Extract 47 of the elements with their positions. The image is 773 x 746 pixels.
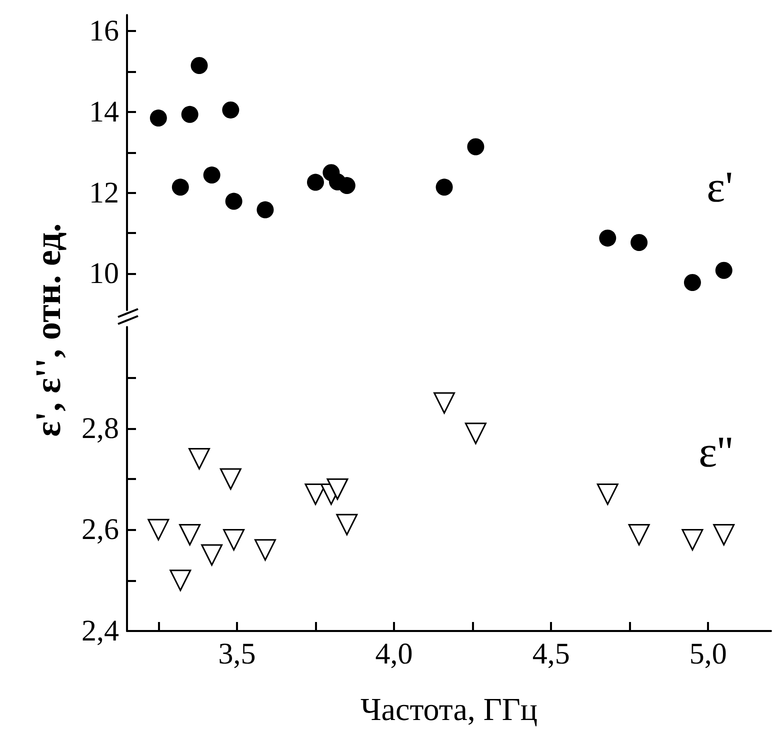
point — [190, 57, 208, 74]
point — [203, 166, 220, 184]
y-tick-label: 2,8 — [82, 412, 119, 445]
point — [223, 529, 245, 551]
point — [715, 262, 732, 279]
x-tick-label: 4,0 — [375, 638, 413, 670]
series-label: ε'' — [698, 428, 734, 476]
y-axis-title: ε', ε'', отн. ед. — [27, 223, 69, 437]
point — [338, 177, 356, 194]
point — [170, 570, 192, 592]
point — [172, 178, 189, 196]
point — [336, 514, 358, 536]
point — [684, 274, 701, 292]
point — [201, 544, 223, 566]
point — [181, 106, 198, 123]
point — [148, 518, 170, 540]
x-tick-label: 3,5 — [218, 638, 256, 670]
point — [713, 524, 735, 546]
series-label: ε' — [706, 162, 733, 212]
point — [326, 478, 348, 500]
point — [179, 524, 201, 546]
y-tick-label: 14 — [89, 95, 119, 128]
point — [682, 529, 704, 551]
point — [220, 468, 242, 490]
point — [436, 178, 453, 196]
point — [307, 174, 324, 191]
y-tick-label: 2,4 — [82, 614, 119, 648]
point — [222, 101, 240, 118]
x-tick-label: 4,5 — [532, 638, 570, 670]
point — [630, 234, 648, 252]
point — [256, 201, 274, 218]
y-tick-label: 12 — [89, 176, 119, 210]
point — [467, 138, 484, 156]
point — [434, 392, 456, 414]
point — [464, 422, 486, 444]
point — [188, 448, 210, 470]
x-tick-label: 5,0 — [689, 638, 727, 670]
y-tick-label: 2,6 — [82, 513, 119, 546]
point — [596, 483, 618, 505]
y-tick-label: 16 — [89, 14, 119, 48]
point — [628, 524, 650, 546]
point — [225, 192, 242, 210]
point — [150, 110, 167, 127]
y-tick-label: 10 — [89, 257, 119, 290]
point — [599, 230, 616, 247]
x-axis-title: Частота, ГГц — [360, 691, 538, 727]
point — [254, 539, 276, 561]
